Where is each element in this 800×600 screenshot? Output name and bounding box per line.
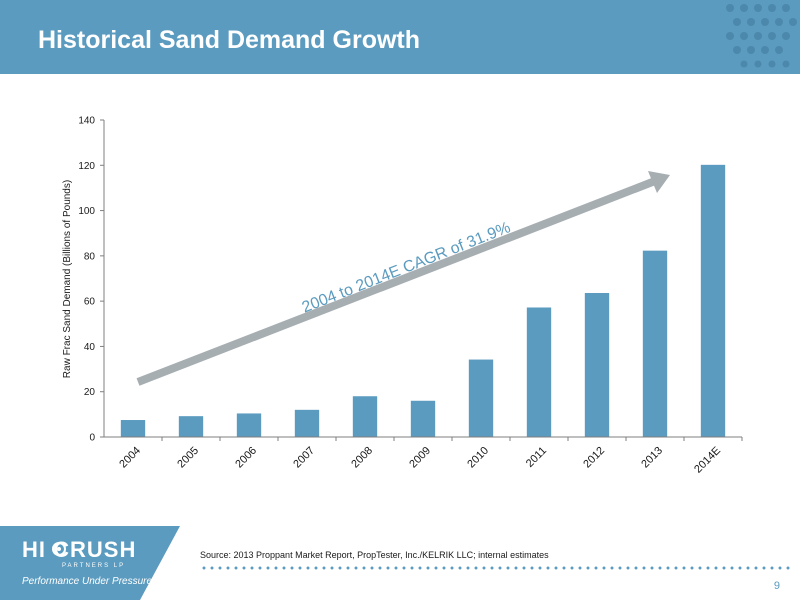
x-tick-label-2014E: 2014E <box>692 445 723 476</box>
y-tick-label: 100 <box>78 206 95 217</box>
bar-2010 <box>468 359 494 437</box>
company-tagline: Performance Under Pressure <box>22 576 153 587</box>
bar-2011 <box>526 307 552 437</box>
y-tick-label: 40 <box>84 342 96 353</box>
x-tick-label-2005: 2005 <box>175 445 201 471</box>
footer-slant <box>140 526 180 600</box>
x-tick-label-2004: 2004 <box>117 445 143 471</box>
x-tick-label-2013: 2013 <box>639 445 665 471</box>
logo-subtitle: PARTNERS LP <box>62 563 126 569</box>
y-tick-label: 140 <box>78 116 95 127</box>
x-tick-label-2007: 2007 <box>291 445 317 471</box>
x-tick-label-2010: 2010 <box>465 445 491 471</box>
y-tick-label: 0 <box>89 433 95 444</box>
bar-2005 <box>178 416 204 437</box>
y-axis-label: Raw Frac Sand Demand (Billions of Pounds… <box>62 180 73 378</box>
y-tick-label: 80 <box>84 251 96 262</box>
x-tick-label-2012: 2012 <box>581 445 607 471</box>
header-bar: Historical Sand Demand Growth <box>0 0 800 74</box>
x-tick-label-2006: 2006 <box>233 445 259 471</box>
page-title: Historical Sand Demand Growth <box>38 26 421 54</box>
dotted-divider <box>200 565 790 571</box>
cagr-annotation: 2004 to 2014E CAGR of 31.9% <box>300 219 513 316</box>
x-tick-label-2008: 2008 <box>349 445 375 471</box>
bar-2012 <box>584 292 610 437</box>
y-tick-label: 60 <box>84 297 96 308</box>
x-tick-label-2009: 2009 <box>407 445 433 471</box>
x-tick-label-2011: 2011 <box>524 445 549 470</box>
bar-2008 <box>352 396 378 437</box>
page-number: 9 <box>773 580 780 592</box>
bar-2013 <box>642 250 668 437</box>
y-tick-label: 20 <box>84 387 96 398</box>
y-tick-label: 120 <box>78 161 95 172</box>
bar-2014E <box>700 164 726 437</box>
company-logo: HI CRUSH <box>22 537 137 562</box>
bar-2006 <box>236 413 262 437</box>
gear-icon <box>52 542 66 556</box>
cagr-arrow <box>136 171 670 386</box>
bar-2007 <box>294 409 320 437</box>
bar-chart: Raw Frac Sand Demand (Billions of Pounds… <box>62 116 743 476</box>
bar-2004 <box>120 420 146 437</box>
footer-panel <box>140 526 800 600</box>
source-note: Source: 2013 Proppant Market Report, Pro… <box>200 550 549 560</box>
bar-2009 <box>410 400 436 437</box>
dot-pattern-decoration <box>726 4 797 68</box>
